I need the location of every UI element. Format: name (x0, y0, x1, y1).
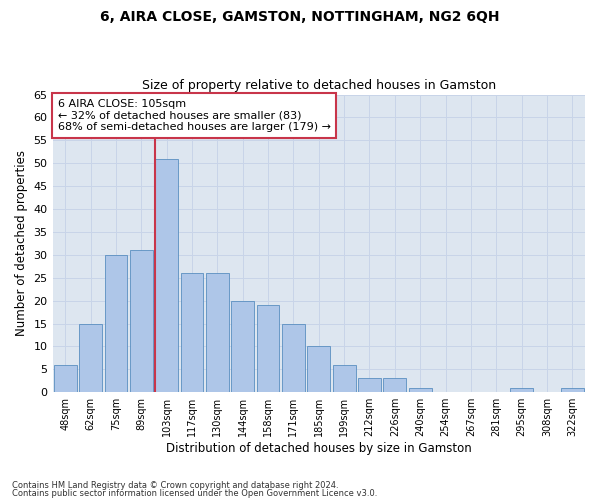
Bar (181, 273, 203, 392)
Text: 6 AIRA CLOSE: 105sqm
← 32% of detached houses are smaller (83)
68% of semi-detac: 6 AIRA CLOSE: 105sqm ← 32% of detached h… (58, 99, 331, 132)
Text: Contains HM Land Registry data © Crown copyright and database right 2024.: Contains HM Land Registry data © Crown c… (12, 481, 338, 490)
Bar (510, 388, 533, 392)
Bar (307, 346, 330, 392)
Bar (155, 158, 178, 392)
Bar (282, 324, 305, 392)
Y-axis label: Number of detached properties: Number of detached properties (15, 150, 28, 336)
Bar (231, 300, 254, 392)
Text: 6, AIRA CLOSE, GAMSTON, NOTTINGHAM, NG2 6QH: 6, AIRA CLOSE, GAMSTON, NOTTINGHAM, NG2 … (100, 10, 500, 24)
Bar (206, 273, 229, 392)
Bar (409, 388, 431, 392)
Bar (358, 378, 381, 392)
X-axis label: Distribution of detached houses by size in Gamston: Distribution of detached houses by size … (166, 442, 472, 455)
Bar (79, 324, 102, 392)
Text: Contains public sector information licensed under the Open Government Licence v3: Contains public sector information licen… (12, 488, 377, 498)
Bar (54, 364, 77, 392)
Bar (561, 388, 584, 392)
Bar (383, 378, 406, 392)
Bar (257, 305, 280, 392)
Bar (333, 364, 356, 392)
Title: Size of property relative to detached houses in Gamston: Size of property relative to detached ho… (142, 79, 496, 92)
Bar (130, 250, 152, 392)
Bar (104, 255, 127, 392)
